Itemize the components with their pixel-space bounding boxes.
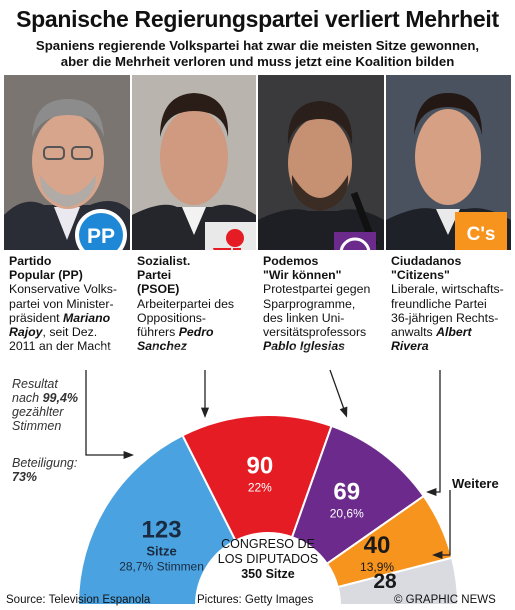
portrait-row [4,75,511,250]
desc-line: anwalts [391,325,437,340]
desc-line: partei von Minister- [9,296,114,311]
leader-name: Sanchez [137,339,187,354]
subtitle-line-1: Spaniens regierende Volkspartei hat zwar… [35,38,480,53]
result-note-percent: 99,4% [42,391,79,405]
portrait-rajoy [4,75,130,250]
leader-name: Rivera [391,339,429,354]
portrait-sanchez [132,75,256,250]
subtitle-line-2: aber die Mehrheit verloren und muss jetz… [60,54,455,69]
desc-line: Protestpartei gegen [263,282,371,297]
party-name: Ciudadanos [391,254,462,268]
result-note: Resultat nach 99,4% gezählter Stimmen [12,377,78,433]
page-subtitle: Spaniens regierende Volkspartei hat zwar… [0,38,515,70]
desc-line: präsident [9,310,64,325]
page-title: Spanische Regierungspartei verliert Mehr… [16,6,499,32]
party-bio-psoe: Sozialist. Partei (PSOE) Arbeiterpartei … [132,250,256,370]
result-note-line: Resultat [12,377,58,391]
cs-logo: C's [455,212,507,252]
result-note-line: nach [12,391,43,405]
weitere-label: Weitere [452,476,499,491]
pp-logo: PP [74,208,128,262]
desc-line: Konservative Volks- [9,282,117,297]
desc-line: Oppositions- [137,310,207,325]
party-description: Konservative Volks- partei von Minister-… [9,282,126,353]
leader-name: Pedro [178,325,214,340]
desc-line: freundliche Partei [391,296,487,311]
turnout-value: 73% [12,470,38,484]
desc-line: des linken Uni- [263,310,345,325]
turnout-label: Beteiligung: [12,456,78,470]
party-bio-pp: Partido Popular (PP) Konservative Volks-… [4,250,130,370]
result-note-line: Stimmen [12,419,62,433]
portrait-rivera [386,75,511,250]
party-name: "Wir können" [263,268,342,283]
chart-background [4,368,511,588]
party-name: Partido [9,254,52,268]
desc-line: führers [137,325,179,340]
desc-line: versitätsprofessors [263,325,367,340]
party-name: (PSOE) [137,282,180,297]
leader-name: Albert [436,325,472,340]
party-name: Popular (PP) [9,268,83,283]
desc-line: 36-jährigen Rechts- [391,310,499,325]
leader-name: Rajoy [9,325,43,340]
pp-logo-text: PP [87,225,115,248]
desc-line: Arbeiterpartei des [137,296,235,311]
party-bio-cs: Ciudadanos "Citizens" Liberale, wirtscha… [386,250,511,370]
party-description: Protestpartei gegen Sparprogramme, des l… [263,282,380,353]
party-description: Arbeiterpartei des Oppositions- führers … [137,297,252,354]
party-description: Liberale, wirtschafts- freundliche Parte… [391,282,507,353]
cs-logo-text: C's [467,224,496,245]
party-name: Podemos [263,254,319,268]
turnout-note: Beteiligung: 73% [12,456,77,484]
desc-line: Liberale, wirtschafts- [391,282,504,297]
leader-name: Mariano [63,310,111,325]
desc-line: Sparprogramme, [263,296,356,311]
desc-line: , seit Dez. [42,325,98,340]
leader-name: Pablo Iglesias [263,339,346,354]
party-name: Partei [137,268,172,283]
pictures-credit: Pictures: Getty Images [197,594,314,606]
party-bio-podemos: Podemos "Wir können" Protestpartei gegen… [258,250,384,370]
watermark: GRAPHIC NEWS [90,340,371,378]
result-note-line: gezählter [12,405,64,419]
portrait-iglesias [258,75,384,250]
desc-line: 2011 an der Macht [9,339,111,354]
graphic-news-credit: © GRAPHIC NEWS [394,594,496,606]
party-name: "Citizens" [391,268,450,283]
source-credit: Source: Television Espanola [6,594,151,606]
party-name: Sozialist. [137,254,191,268]
